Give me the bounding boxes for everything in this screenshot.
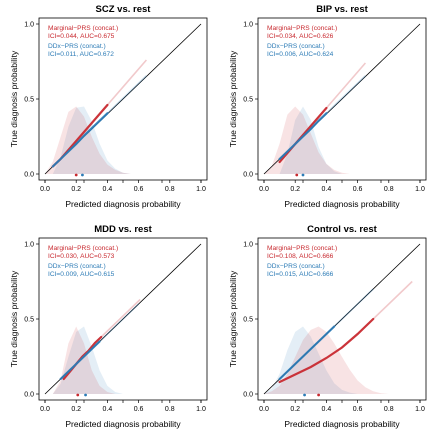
legend-series-metrics: ICI=0.034, AUC=0.626 <box>267 33 334 40</box>
calibration-panel: MDD vs. rest 0.0 0.2 0.4 0.6 0.8 1.0 0.0 0.5 1.0 P… <box>9 224 208 429</box>
y-tick-label: 0.5 <box>243 97 253 104</box>
calibration-line-tail <box>372 280 413 320</box>
panel-title: Control vs. rest <box>307 224 378 235</box>
mean-marker <box>295 173 299 177</box>
x-tick-label: 0.8 <box>384 186 394 193</box>
x-tick-label: 0.6 <box>353 186 363 193</box>
legend-series-metrics: ICI=0.015, AUC=0.666 <box>267 271 334 278</box>
x-tick-label: 0.0 <box>40 406 50 413</box>
mean-marker <box>76 393 80 397</box>
x-tick-label: 0.0 <box>259 406 269 413</box>
legend-series-metrics: ICI=0.108, AUC=0.666 <box>267 253 334 260</box>
y-tick-label: 0.0 <box>24 392 34 399</box>
calibration-line <box>59 340 101 381</box>
x-tick-label: 0.0 <box>40 186 50 193</box>
legend-series-name: DDx−PRS (concat.) <box>48 43 106 50</box>
calibration-line <box>278 112 328 161</box>
density-area <box>52 106 131 174</box>
density-area <box>52 326 116 394</box>
y-axis-label: True diagnosis probability <box>228 50 238 147</box>
density-area <box>52 326 123 394</box>
x-tick-label: 0.4 <box>322 186 332 193</box>
calibration-line <box>51 112 109 168</box>
calibration-line <box>278 317 375 384</box>
mean-marker <box>301 173 305 177</box>
legend-series-metrics: ICI=0.011, AUC=0.672 <box>48 51 114 58</box>
calibration-line-tail <box>325 62 367 109</box>
x-tick-label: 1.0 <box>415 186 425 193</box>
legend-series-metrics: ICI=0.006, AUC=0.624 <box>267 51 334 58</box>
y-axis-label: True diagnosis probability <box>9 50 19 147</box>
calibration-line-tail <box>106 75 147 114</box>
x-tick-label: 0.8 <box>165 186 175 193</box>
calibration-line-tail <box>333 288 374 328</box>
mean-marker <box>303 393 306 397</box>
legend-series-name: DDx−PRS (concat.) <box>267 263 325 270</box>
x-tick-label: 0.6 <box>134 186 144 193</box>
x-tick-label: 0.6 <box>134 406 144 413</box>
legend-series-metrics: ICI=0.030, AUC=0.573 <box>48 253 115 260</box>
calibration-line <box>278 325 336 381</box>
x-tick-label: 0.2 <box>71 406 81 413</box>
density-area <box>264 106 350 174</box>
y-tick-label: 1.0 <box>24 242 34 249</box>
y-tick-label: 0.0 <box>243 172 253 179</box>
x-tick-label: 0.8 <box>165 406 175 413</box>
y-tick-label: 0.0 <box>243 392 253 399</box>
mean-marker <box>84 393 87 397</box>
legend-series-metrics: ICI=0.009, AUC=0.615 <box>48 271 115 278</box>
density-area <box>45 106 131 174</box>
legend-series-name: Marginal−PRS (concat.) <box>267 245 337 252</box>
x-tick-label: 0.4 <box>322 406 332 413</box>
mean-marker <box>74 173 78 177</box>
x-tick-label: 1.0 <box>196 406 206 413</box>
x-tick-label: 0.2 <box>290 406 300 413</box>
panel-title: BIP vs. rest <box>316 4 368 15</box>
density-area <box>279 106 342 174</box>
legend-series-name: DDx−PRS (concat.) <box>267 43 325 50</box>
y-tick-label: 0.5 <box>24 317 34 324</box>
y-tick-label: 1.0 <box>243 242 253 249</box>
calibration-panel: BIP vs. rest 0.0 0.2 0.4 0.6 0.8 1.0 0.0 0.5 1.0 P… <box>228 4 427 209</box>
x-axis-label: Predicted diagnosis probability <box>65 419 181 429</box>
calibration-panel: Control vs. rest 0.0 0.2 0.4 0.6 0.8 1.0 0.0 0.5… <box>228 224 427 429</box>
legend-series-metrics: ICI=0.044, AUC=0.675 <box>48 33 115 40</box>
legend-series-name: Marginal−PRS (concat.) <box>267 25 337 32</box>
x-tick-label: 0.6 <box>353 406 363 413</box>
y-tick-label: 0.5 <box>24 97 34 104</box>
x-tick-label: 0.4 <box>103 406 113 413</box>
x-axis-label: Predicted diagnosis probability <box>284 419 400 429</box>
calibration-panel: SCZ vs. rest 0.0 0.2 0.4 0.6 0.8 1.0 0.0 0.5 1.0 P… <box>9 4 208 209</box>
x-tick-label: 1.0 <box>415 406 425 413</box>
panel-title: SCZ vs. rest <box>96 4 152 15</box>
x-axis-label: Predicted diagnosis probability <box>284 199 400 209</box>
density-area <box>264 326 389 394</box>
x-tick-label: 0.2 <box>290 186 300 193</box>
x-axis-label: Predicted diagnosis probability <box>65 199 181 209</box>
y-tick-label: 0.5 <box>243 317 253 324</box>
x-tick-label: 0.2 <box>71 186 81 193</box>
mean-marker <box>81 173 84 177</box>
legend-series-name: Marginal−PRS (concat.) <box>48 245 118 252</box>
panel-title: MDD vs. rest <box>94 224 152 235</box>
y-axis-label: True diagnosis probability <box>228 270 238 367</box>
calibration-line-tail <box>99 303 140 343</box>
calibration-line-tail <box>325 75 366 114</box>
x-tick-label: 0.0 <box>259 186 269 193</box>
y-tick-label: 0.0 <box>24 172 34 179</box>
legend-series-name: DDx−PRS (concat.) <box>48 263 106 270</box>
x-tick-label: 0.8 <box>384 406 394 413</box>
legend-series-name: Marginal−PRS (concat.) <box>48 25 118 32</box>
y-tick-label: 1.0 <box>24 22 34 29</box>
calibration-line-tail <box>100 298 141 338</box>
calibration-line <box>62 335 103 381</box>
y-axis-label: True diagnosis probability <box>9 270 19 367</box>
x-tick-label: 1.0 <box>196 186 206 193</box>
y-tick-label: 1.0 <box>243 22 253 29</box>
calibration-line-tail <box>106 59 148 106</box>
mean-marker <box>317 393 320 397</box>
x-tick-label: 0.4 <box>103 186 113 193</box>
